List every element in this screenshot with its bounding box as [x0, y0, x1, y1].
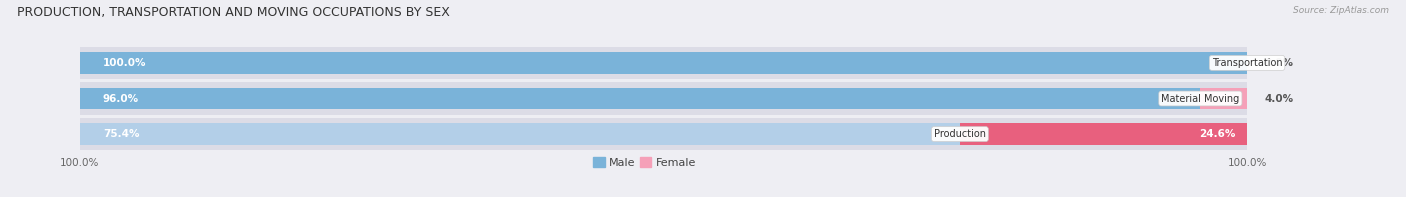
Text: Transportation: Transportation — [1212, 58, 1282, 68]
Bar — [80, 83, 1247, 114]
Bar — [80, 88, 1201, 109]
Bar — [80, 123, 960, 145]
Text: PRODUCTION, TRANSPORTATION AND MOVING OCCUPATIONS BY SEX: PRODUCTION, TRANSPORTATION AND MOVING OC… — [17, 6, 450, 19]
Bar — [1201, 88, 1247, 109]
Text: 24.6%: 24.6% — [1199, 129, 1236, 139]
Legend: Male, Female: Male, Female — [589, 153, 700, 172]
Text: 100.0%: 100.0% — [103, 58, 146, 68]
Bar — [960, 123, 1247, 145]
Text: Production: Production — [934, 129, 986, 139]
Text: 0.0%: 0.0% — [1264, 58, 1294, 68]
Bar — [80, 118, 1247, 150]
Bar — [80, 52, 1247, 74]
Text: Material Moving: Material Moving — [1161, 94, 1240, 103]
Text: Source: ZipAtlas.com: Source: ZipAtlas.com — [1294, 6, 1389, 15]
Text: 75.4%: 75.4% — [103, 129, 139, 139]
Bar — [80, 47, 1247, 79]
Text: 4.0%: 4.0% — [1264, 94, 1294, 103]
Text: 96.0%: 96.0% — [103, 94, 139, 103]
